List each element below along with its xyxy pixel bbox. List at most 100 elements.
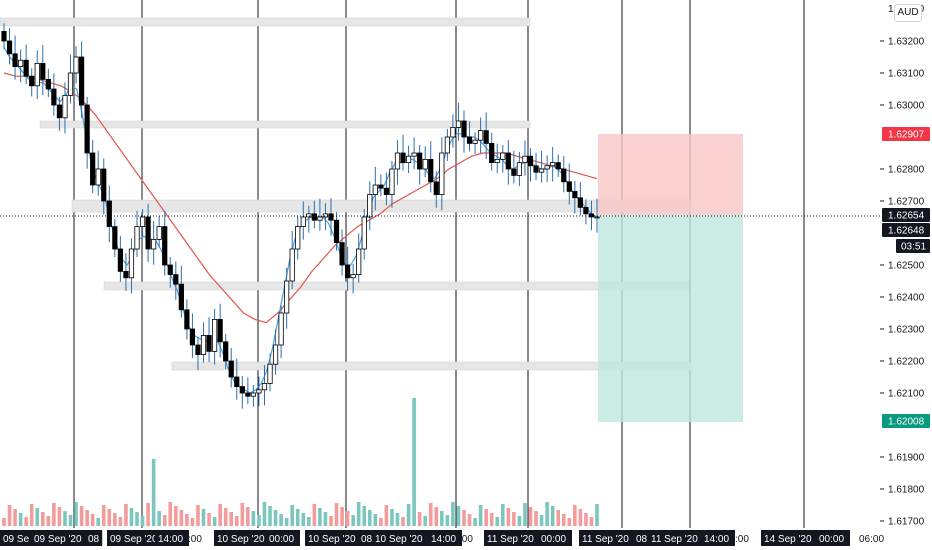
volume-bar — [85, 510, 89, 526]
candle-body — [378, 184, 384, 189]
candle-body — [550, 162, 556, 167]
candle-body — [56, 104, 63, 119]
time-label-bg — [701, 530, 735, 546]
volume-bar — [556, 510, 561, 526]
candle-body — [489, 142, 495, 163]
time-label: 14:00 — [431, 534, 456, 545]
volume-bar — [467, 514, 472, 526]
candle-body — [134, 226, 140, 250]
candle-body — [101, 168, 107, 202]
volume-bar — [384, 505, 389, 526]
volume-bar — [79, 506, 84, 526]
candle-body — [333, 219, 340, 243]
volume-bar — [113, 513, 117, 526]
time-label-bg — [428, 530, 462, 546]
volume-bar — [96, 518, 101, 526]
volume-bar — [146, 503, 150, 526]
time-label: :00 — [459, 534, 473, 545]
candle-body — [173, 274, 179, 285]
volume-bar — [367, 510, 372, 526]
volume-bar — [417, 512, 422, 526]
volume-bar — [495, 517, 500, 526]
volume-bar — [390, 509, 394, 526]
candle-body — [228, 360, 234, 378]
candle-body — [400, 152, 406, 163]
position-tool — [598, 134, 743, 422]
candle-body — [272, 344, 279, 365]
candle-body — [538, 168, 545, 173]
volume-bar — [323, 512, 328, 526]
candle-body — [345, 264, 351, 279]
volume-bar — [240, 503, 245, 526]
candle-body — [478, 130, 484, 141]
candle-body — [522, 155, 528, 163]
candle-body — [34, 63, 40, 87]
volume-bar — [246, 507, 250, 526]
time-label-bg — [358, 530, 376, 546]
time-label-bg — [633, 530, 651, 546]
time-label: 09 Sep '20 — [110, 534, 158, 545]
volume-bar — [212, 517, 217, 526]
volume-bar — [273, 510, 278, 526]
candle-body — [23, 59, 29, 77]
volume-bar — [334, 503, 339, 526]
candle-body — [117, 248, 123, 272]
candle-body — [328, 213, 334, 221]
volume-bar — [190, 518, 195, 526]
candle-body — [278, 312, 284, 346]
candle-body — [284, 280, 290, 314]
volume-bar — [257, 515, 261, 526]
volume-bar — [345, 511, 350, 526]
candle-body — [317, 216, 323, 221]
candle-body — [234, 376, 240, 387]
volume-bar — [595, 504, 599, 526]
ma-slow-line — [3, 72, 598, 324]
volume-bar — [462, 510, 466, 526]
candle-body — [577, 197, 583, 208]
vertical-grid — [73, 0, 805, 528]
time-label-bg — [266, 530, 300, 546]
time-label-bg — [155, 530, 189, 546]
time-label: 00:00 — [819, 534, 844, 545]
time-label-bg — [538, 530, 572, 546]
time-label-bg — [816, 530, 850, 546]
time-label-bg — [31, 530, 93, 546]
volume-bar — [179, 510, 184, 526]
volume-bar — [484, 509, 488, 526]
volume-bar — [279, 514, 283, 526]
candle-body — [245, 392, 251, 397]
candle-body — [250, 392, 256, 397]
volume-bar — [329, 516, 333, 526]
volume-bar — [312, 504, 317, 526]
candle-body — [289, 248, 295, 282]
volume-bar — [356, 502, 361, 526]
time-label: 10 Sep '20 — [308, 534, 356, 545]
price-tick-label: 1.61900 — [888, 453, 925, 464]
volume-bar — [18, 513, 23, 526]
currency-label[interactable]: AUD — [894, 4, 922, 22]
volume-bar — [185, 514, 189, 526]
candle-body — [394, 152, 401, 170]
time-label-bg — [761, 530, 823, 546]
price-tick-label: 1.61700 — [888, 517, 925, 528]
volume-bar — [584, 513, 588, 526]
volume-bar — [234, 516, 239, 526]
candle-body — [583, 206, 589, 215]
volume-bar — [478, 505, 483, 526]
price-tag: 1.62907 — [882, 127, 930, 141]
stop-loss-zone — [598, 134, 743, 215]
volume-bar — [151, 459, 156, 526]
volume-bar — [207, 513, 211, 526]
candle-body — [12, 53, 18, 67]
volume-bar — [46, 516, 51, 526]
volume-bar — [589, 517, 594, 526]
price-tick-label: 1.62400 — [888, 293, 925, 304]
volume-bar — [107, 509, 112, 526]
svg-text:03:51: 03:51 — [901, 242, 926, 253]
volume-bar — [90, 514, 95, 526]
candle-body — [206, 334, 212, 352]
candle-body — [306, 213, 312, 218]
volume-bar — [251, 511, 256, 526]
volume-bar — [268, 506, 272, 526]
